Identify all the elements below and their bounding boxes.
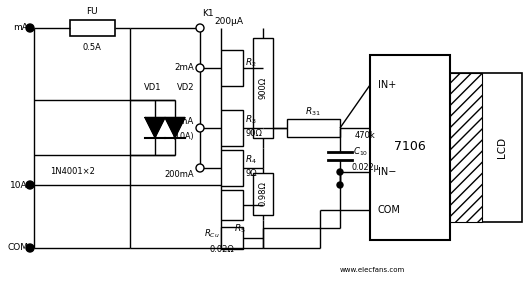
Text: IN+: IN+	[378, 80, 396, 90]
Text: $R_{Cu}$: $R_{Cu}$	[204, 228, 220, 240]
Bar	[450, 73, 522, 222]
Text: 0.02Ω: 0.02Ω	[210, 246, 235, 255]
Text: $C_{10}$: $C_{10}$	[353, 146, 368, 158]
Bar	[221, 227, 243, 249]
Text: 90Ω: 90Ω	[245, 130, 262, 139]
Bar	[221, 150, 243, 186]
Bar	[450, 73, 482, 222]
Text: VD1: VD1	[144, 83, 162, 92]
Text: K1: K1	[202, 10, 214, 19]
Circle shape	[196, 164, 204, 172]
Text: 0.5A: 0.5A	[82, 44, 101, 53]
Text: 0.98Ω: 0.98Ω	[258, 182, 268, 207]
Circle shape	[26, 244, 34, 252]
Text: $R_2$: $R_2$	[245, 57, 257, 69]
Text: 900Ω: 900Ω	[258, 77, 268, 99]
Text: www.elecfans.com: www.elecfans.com	[340, 267, 405, 273]
Text: (10A): (10A)	[172, 132, 194, 140]
Bar	[221, 110, 243, 146]
Circle shape	[337, 182, 343, 188]
Circle shape	[196, 124, 204, 132]
Text: 470k: 470k	[355, 132, 376, 140]
Circle shape	[337, 169, 343, 175]
Polygon shape	[165, 117, 185, 137]
Bar	[253, 38, 273, 138]
Text: 7106: 7106	[394, 140, 426, 153]
Bar	[253, 173, 273, 215]
Bar	[287, 119, 340, 137]
Circle shape	[26, 24, 34, 32]
Text: 9Ω: 9Ω	[245, 169, 257, 178]
Text: COM: COM	[7, 244, 28, 253]
Text: $R_{31}$: $R_{31}$	[305, 106, 321, 118]
Text: 0.022μ: 0.022μ	[351, 164, 379, 173]
Bar	[221, 50, 243, 86]
Text: LCD: LCD	[497, 137, 507, 158]
Text: 2mA: 2mA	[174, 64, 194, 72]
Bar	[221, 190, 243, 220]
Text: VD2: VD2	[177, 83, 194, 92]
Circle shape	[196, 64, 204, 72]
Text: 1N4001×2: 1N4001×2	[50, 167, 95, 176]
Text: 200mA: 200mA	[164, 170, 194, 179]
Text: FU: FU	[86, 8, 98, 17]
Circle shape	[26, 181, 34, 189]
Circle shape	[196, 24, 204, 32]
Bar	[70, 20, 115, 36]
Text: mA: mA	[13, 24, 28, 33]
Text: 10A: 10A	[10, 180, 28, 189]
Bar	[370, 55, 450, 240]
Text: IN−: IN−	[378, 167, 396, 177]
Text: 20mA: 20mA	[169, 117, 194, 126]
Text: $R_5$: $R_5$	[234, 223, 246, 235]
Polygon shape	[145, 117, 165, 137]
Text: $R_4$: $R_4$	[245, 154, 257, 166]
Text: 200μA: 200μA	[214, 17, 243, 26]
Text: $R_3$: $R_3$	[245, 114, 257, 126]
Text: COM: COM	[378, 205, 401, 215]
